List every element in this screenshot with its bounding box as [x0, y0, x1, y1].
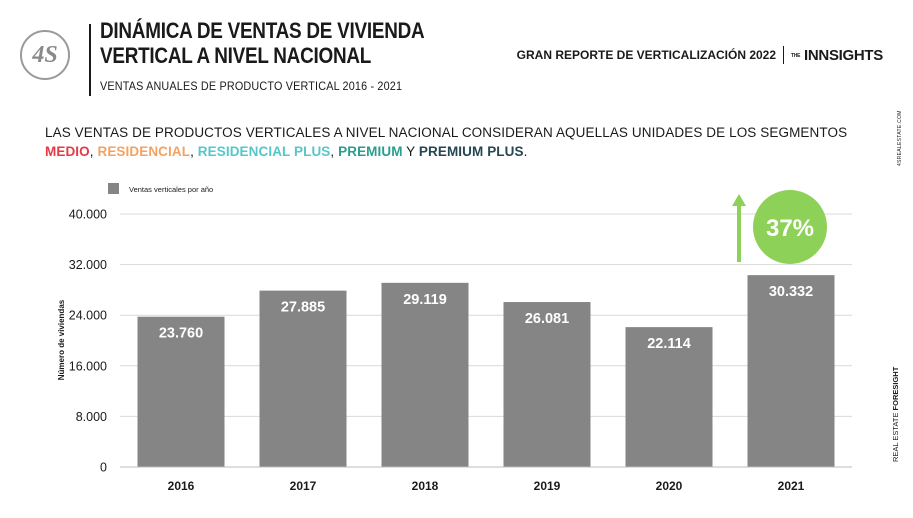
segment-separator: ,: [330, 144, 339, 159]
segment-premium-plus: PREMIUM PLUS: [418, 144, 524, 159]
segment-residencial-plus: RESIDENCIAL PLUS: [197, 144, 331, 159]
x-tick-label: 2017: [290, 479, 317, 493]
y-axis-label: Número de viviendas: [57, 299, 66, 380]
growth-badge-label: 37%: [766, 215, 814, 242]
report-divider: [783, 46, 785, 64]
growth-arrow-head: [732, 194, 746, 206]
bar-value-label: 29.119: [403, 292, 447, 308]
segment-medio: MEDIO: [45, 144, 90, 159]
intro-text: LAS VENTAS DE PRODUCTOS VERTICALES A NIV…: [45, 123, 847, 161]
segment-premium: PREMIUM: [338, 144, 403, 159]
y-tick-label: 16.000: [69, 359, 107, 373]
segment-conjunction: Y: [402, 144, 419, 159]
growth-badge: [753, 190, 827, 264]
title-line-2: VERTICAL A NIVEL NACIONAL: [100, 43, 372, 68]
title-line-1: DINÁMICA DE VENTAS DE VIVIENDA: [100, 18, 425, 43]
x-tick-label: 2018: [412, 479, 439, 493]
segments-line: MEDIO, RESIDENCIAL, RESIDENCIAL PLUS, PR…: [45, 142, 847, 161]
segment-separator: ,: [190, 144, 198, 159]
bar-2021: [747, 275, 835, 467]
report-label: GRAN REPORTE DE VERTICALIZACIÓN 2022: [516, 48, 777, 62]
bar-2020: [625, 327, 713, 467]
x-tick-label: 2021: [778, 479, 805, 493]
intro-line: LAS VENTAS DE PRODUCTOS VERTICALES A NIV…: [45, 125, 848, 140]
y-tick-label: 40.000: [69, 208, 107, 222]
bar-value-label: 23.760: [159, 326, 203, 342]
bar-value-label: 22.114: [647, 336, 691, 352]
bar-value-label: 26.081: [525, 311, 569, 327]
segment-end: .: [523, 144, 528, 159]
bar-2019: [503, 302, 591, 467]
page-title: DINÁMICA DE VENTAS DE VIVIENDA VERTICAL …: [100, 18, 425, 68]
legend-swatch: [108, 183, 119, 194]
y-tick-label: 0: [100, 461, 107, 475]
bar-value-label: 27.885: [281, 300, 325, 316]
bar-2018: [381, 282, 469, 467]
segment-residencial: RESIDENCIAL: [97, 144, 191, 159]
x-tick-label: 2016: [168, 479, 195, 493]
bar-2016: [137, 316, 225, 467]
y-tick-label: 24.000: [69, 309, 107, 323]
logo: 4S: [20, 30, 70, 80]
brand-name: INNSIGHTS: [804, 46, 883, 64]
x-tick-label: 2020: [656, 479, 683, 493]
logo-text: 4S: [32, 41, 58, 68]
x-tick-label: 2019: [534, 479, 561, 493]
logo-divider: [89, 24, 91, 96]
report-header: GRAN REPORTE DE VERTICALIZACIÓN 2022 THE…: [517, 46, 883, 64]
segment-separator: ,: [89, 144, 98, 159]
legend-label: Ventas verticales por año: [129, 185, 213, 194]
brand-prefix: THE: [791, 52, 801, 59]
y-tick-label: 32.000: [69, 258, 107, 272]
brand-logo: THE INNSIGHTS: [791, 47, 883, 64]
page-subtitle: VENTAS ANUALES DE PRODUCTO VERTICAL 2016…: [100, 79, 403, 93]
y-tick-label: 8.000: [76, 410, 107, 424]
bar-value-label: 30.332: [769, 284, 813, 300]
bar-2017: [259, 290, 347, 467]
